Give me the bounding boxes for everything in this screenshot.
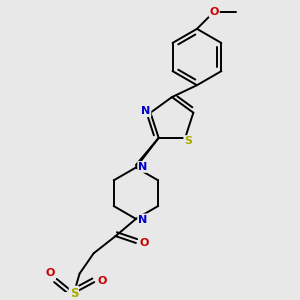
Text: N: N: [141, 106, 150, 116]
Text: S: S: [70, 286, 78, 300]
Text: N: N: [138, 214, 147, 224]
Text: O: O: [46, 268, 55, 278]
Text: O: O: [139, 238, 148, 248]
Text: N: N: [138, 162, 147, 172]
Text: O: O: [98, 275, 107, 286]
Text: S: S: [184, 136, 192, 146]
Text: O: O: [209, 7, 219, 17]
